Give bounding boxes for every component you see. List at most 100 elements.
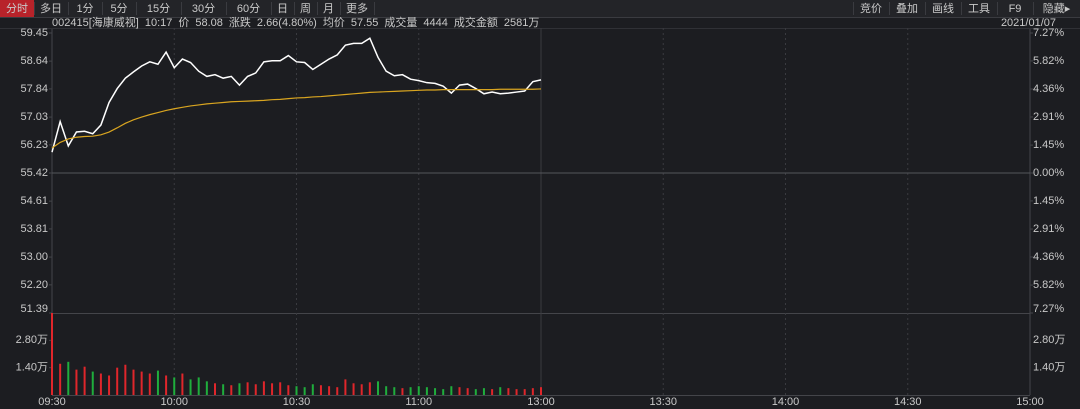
- y-tick-label: 51.39: [20, 303, 48, 315]
- volume-bar: [295, 386, 298, 395]
- y-tick-label: 53.81: [20, 223, 48, 235]
- y-tick-label: 59.45: [20, 27, 48, 39]
- volume-bar: [83, 366, 86, 395]
- tool-button[interactable]: 工具: [968, 2, 990, 15]
- tool-button[interactable]: 隐藏▸: [1043, 2, 1071, 15]
- y-tick-label: 2.80万: [16, 334, 48, 346]
- y-tick-label: 54.61: [20, 195, 48, 207]
- volume-bar: [148, 373, 151, 395]
- y2-tick-label: 1.40万: [1033, 362, 1065, 374]
- volume-bar: [230, 385, 233, 395]
- volume-bar: [303, 387, 306, 395]
- tab[interactable]: 多日: [40, 1, 62, 15]
- volume-bar: [360, 384, 363, 395]
- tool-button[interactable]: 叠加: [896, 2, 918, 15]
- average-line: [51, 88, 542, 149]
- x-tick-label: 09:30: [38, 396, 66, 408]
- tab[interactable]: 分时: [6, 2, 28, 15]
- tab[interactable]: 60分: [237, 2, 260, 15]
- volume-bar: [59, 363, 62, 395]
- y-tick-label: 53.00: [20, 251, 48, 263]
- info-time: 10:17: [145, 17, 173, 29]
- tool-button[interactable]: F9: [1009, 3, 1022, 15]
- volume-bar: [352, 383, 355, 395]
- volume-bar: [368, 382, 371, 395]
- y2-tick-label: 4.36%: [1033, 251, 1064, 263]
- volume-bar: [442, 389, 445, 395]
- toolbar: [0, 0, 1080, 17]
- y2-tick-label: 5.82%: [1033, 279, 1064, 291]
- volume-bar: [474, 389, 477, 395]
- volume-bar: [124, 364, 127, 395]
- volume-bar: [197, 377, 200, 395]
- info-volume: 4444: [423, 17, 447, 29]
- x-tick-label: 10:00: [160, 396, 188, 408]
- tab[interactable]: 更多: [346, 1, 368, 15]
- volume-bar: [450, 386, 453, 395]
- y-tick-label: 58.64: [20, 55, 48, 67]
- y2-tick-label: 7.27%: [1033, 27, 1064, 39]
- tool-button[interactable]: 画线: [932, 1, 954, 15]
- x-tick-label: 11:00: [405, 396, 432, 408]
- x-tick-label: 10:30: [283, 396, 311, 408]
- volume-bar: [466, 388, 469, 395]
- volume-bar: [222, 384, 225, 395]
- volume-bar: [385, 386, 388, 395]
- volume-bar: [401, 388, 404, 395]
- y-tick-label: 1.40万: [16, 362, 48, 374]
- volume-bar: [189, 379, 192, 395]
- volume-bar: [328, 386, 331, 395]
- volume-bar: [262, 381, 265, 395]
- volume-bar: [132, 369, 135, 395]
- volume-bar: [51, 313, 53, 395]
- volume-bar: [377, 381, 379, 395]
- tool-button[interactable]: 竞价: [860, 1, 882, 15]
- tab[interactable]: 日: [277, 3, 288, 15]
- volume-bar: [491, 389, 494, 395]
- volume-bar: [116, 367, 119, 395]
- x-tick-label: 14:30: [894, 396, 922, 408]
- y2-tick-label: 1.45%: [1033, 195, 1064, 207]
- volume-bar: [214, 383, 216, 395]
- y2-tick-label: 5.82%: [1033, 55, 1064, 67]
- volume-bar: [238, 383, 241, 395]
- volume-bar: [523, 389, 526, 395]
- volume-bar: [311, 384, 314, 395]
- y-tick-label: 57.03: [20, 111, 48, 123]
- tab[interactable]: 5分: [110, 2, 127, 15]
- volume-bar: [482, 388, 485, 395]
- y-tick-label: 55.42: [20, 167, 48, 179]
- volume-bar: [425, 387, 428, 395]
- volume-bar: [409, 387, 412, 395]
- active-tab: [0, 0, 34, 17]
- y2-tick-label: 0.00%: [1033, 167, 1064, 179]
- volume-bar: [254, 384, 257, 395]
- info-amount: 2581万: [504, 17, 539, 29]
- volume-bar: [507, 388, 510, 395]
- y2-tick-label: 1.45%: [1033, 139, 1064, 151]
- y2-tick-label: 7.27%: [1033, 303, 1064, 315]
- tab[interactable]: 30分: [192, 2, 215, 15]
- tab[interactable]: 月: [323, 3, 334, 15]
- tab[interactable]: 1分: [76, 2, 93, 15]
- y2-tick-label: 4.36%: [1033, 83, 1064, 95]
- volume-bar: [99, 373, 102, 395]
- volume-bar: [91, 371, 94, 395]
- volume-bar: [140, 371, 143, 395]
- volume-bar: [393, 387, 396, 395]
- volume-bar: [344, 379, 347, 395]
- volume-bar: [336, 387, 339, 395]
- x-tick-label: 13:00: [527, 396, 555, 408]
- tab[interactable]: 15分: [147, 2, 170, 15]
- x-tick-label: 15:00: [1016, 396, 1044, 408]
- volume-bar: [181, 373, 184, 395]
- volume-bar: [540, 387, 542, 395]
- tab[interactable]: 周: [300, 2, 311, 15]
- y2-tick-label: 2.91%: [1033, 111, 1064, 123]
- info-volume-label: 成交量: [384, 15, 417, 29]
- info-price-label: 价: [178, 16, 189, 29]
- info-change-label: 涨跌: [229, 15, 251, 29]
- info-avg-label: 均价: [323, 16, 345, 29]
